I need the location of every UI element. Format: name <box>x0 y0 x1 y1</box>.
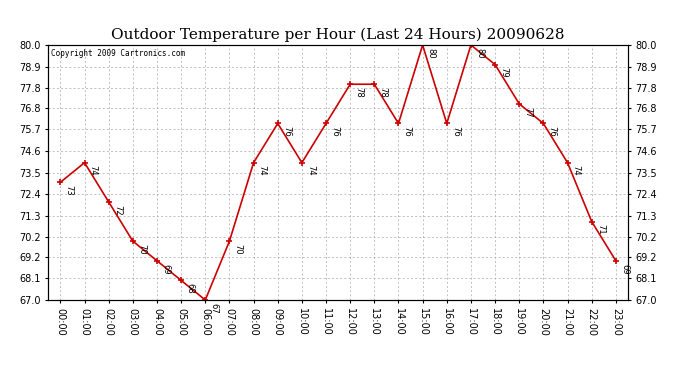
Text: 74: 74 <box>572 165 581 176</box>
Text: 76: 76 <box>331 126 339 137</box>
Text: 76: 76 <box>282 126 291 137</box>
Text: 69: 69 <box>161 264 170 274</box>
Text: Copyright 2009 Cartronics.com: Copyright 2009 Cartronics.com <box>51 49 186 58</box>
Text: 78: 78 <box>379 87 388 98</box>
Text: 74: 74 <box>89 165 98 176</box>
Text: 74: 74 <box>258 165 267 176</box>
Text: 67: 67 <box>210 303 219 313</box>
Text: 73: 73 <box>65 185 74 196</box>
Text: 78: 78 <box>355 87 364 98</box>
Text: 76: 76 <box>451 126 460 137</box>
Text: 68: 68 <box>186 283 195 294</box>
Text: 76: 76 <box>403 126 412 137</box>
Text: 69: 69 <box>620 264 629 274</box>
Text: 70: 70 <box>234 244 243 255</box>
Text: 74: 74 <box>306 165 315 176</box>
Text: 79: 79 <box>500 68 509 78</box>
Text: 72: 72 <box>113 205 122 215</box>
Text: 71: 71 <box>596 224 605 235</box>
Text: 77: 77 <box>524 106 533 117</box>
Text: 80: 80 <box>475 48 484 58</box>
Title: Outdoor Temperature per Hour (Last 24 Hours) 20090628: Outdoor Temperature per Hour (Last 24 Ho… <box>111 28 565 42</box>
Text: 76: 76 <box>548 126 557 137</box>
Text: 70: 70 <box>137 244 146 255</box>
Text: 80: 80 <box>427 48 436 58</box>
